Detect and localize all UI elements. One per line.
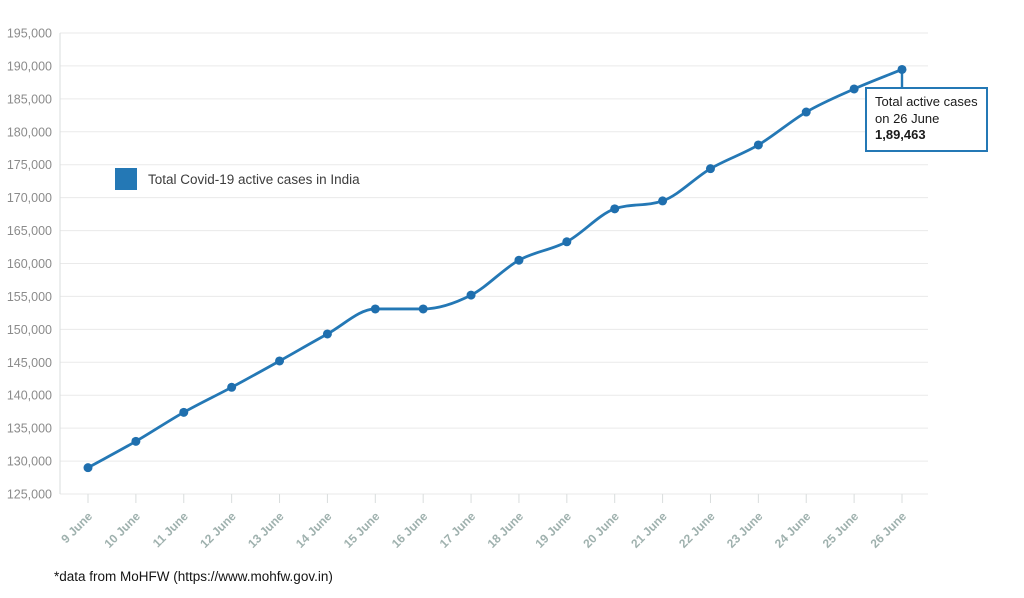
data-point [610,204,620,214]
x-axis-label: 23 June [724,509,766,551]
x-axis-label: 25 June [820,509,862,551]
y-axis-label: 190,000 [7,59,52,73]
x-axis-label: 18 June [485,509,527,551]
data-point [897,64,907,74]
y-axis-label: 125,000 [7,488,52,502]
x-axis-label: 13 June [245,509,287,551]
x-axis-label: 17 June [437,509,479,551]
data-point [753,140,763,150]
x-axis-label: 20 June [580,509,622,551]
y-axis-label: 180,000 [7,125,52,139]
y-axis-label: 150,000 [7,323,52,337]
data-point [179,407,189,417]
y-axis-label: 170,000 [7,191,52,205]
y-axis-label: 130,000 [7,455,52,469]
annotation-line2: on 26 June [875,110,940,126]
source-note: *data from MoHFW (https://www.mohfw.gov.… [54,569,333,584]
data-point [370,304,380,314]
y-axis-label: 195,000 [7,27,52,41]
data-point [801,107,811,117]
data-point [849,84,859,94]
legend-swatch [115,168,137,190]
annotation-value: 1,89,463 [875,127,926,143]
data-point [418,304,428,314]
data-point [514,255,524,265]
data-point [83,463,93,473]
legend-label: Total Covid-19 active cases in India [148,171,360,187]
y-axis-label: 145,000 [7,356,52,370]
y-axis-label: 155,000 [7,290,52,304]
x-axis-label: 15 June [341,509,383,551]
x-axis-label: 10 June [101,509,143,551]
y-axis-label: 165,000 [7,224,52,238]
x-axis-label: 22 June [676,509,718,551]
annotation-line1: Total active cases [875,94,978,109]
x-axis-label: 21 June [628,509,670,551]
data-point [131,436,141,446]
x-axis-label: 24 June [772,509,814,551]
data-point [466,290,476,300]
data-point [562,237,572,247]
x-axis-label: 14 June [293,509,335,551]
data-point [275,356,285,366]
data-point [705,164,715,174]
x-axis-label: 26 June [868,509,910,551]
y-axis-label: 175,000 [7,158,52,172]
data-point [322,329,332,339]
legend: Total Covid-19 active cases in India [115,168,360,190]
data-point [658,196,668,206]
x-axis-label: 16 June [389,509,431,551]
x-axis-label: 11 June [150,509,191,550]
annotation-box: Total active cases on 26 June 1,89,463 [865,87,988,152]
y-axis-label: 140,000 [7,389,52,403]
y-axis-label: 185,000 [7,92,52,106]
y-axis-label: 135,000 [7,422,52,436]
y-axis-label: 160,000 [7,257,52,271]
x-axis-label: 12 June [197,509,239,551]
x-axis-label: 9 June [58,509,95,546]
data-point [227,382,237,392]
x-axis-label: 19 June [532,509,574,551]
data-line [86,68,904,470]
